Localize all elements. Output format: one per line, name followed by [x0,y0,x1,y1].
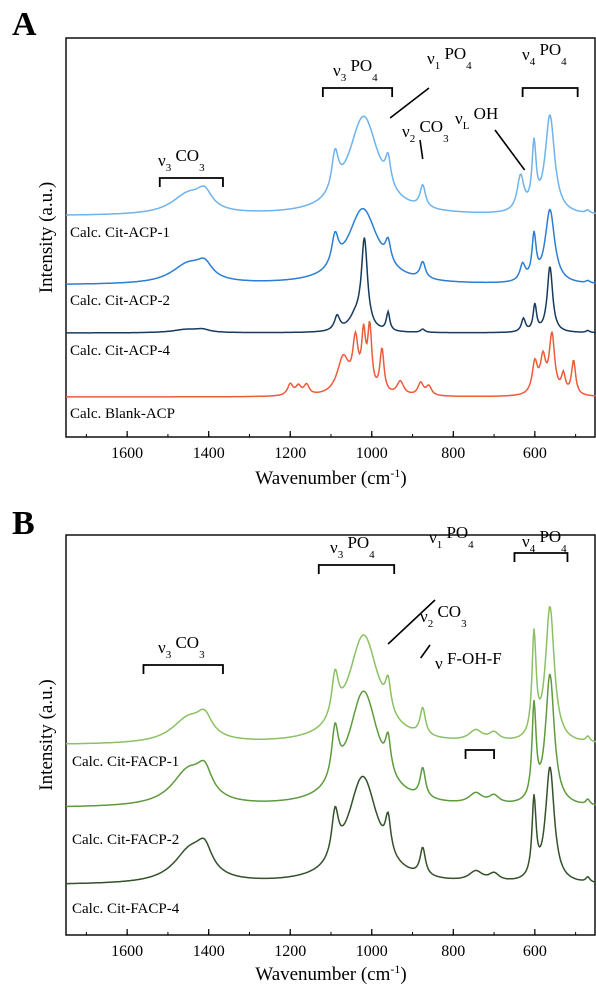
series-line-calc-cit-acp-2 [66,207,596,285]
band-annotation-a-1: ν3 PO4 [333,56,378,84]
x-tick-label-600: 600 [523,445,547,462]
leader-line-a-0 [389,87,430,119]
band-annotation-a-4: νL OH [455,104,498,132]
leader-line-a-2 [494,129,526,171]
band-bracket-b-1 [317,564,396,574]
x-tick-label-1200: 1200 [274,943,306,960]
plot-frame-b [65,534,596,936]
band-annotation-a-5: ν4 PO4 [522,40,567,68]
x-tick-label-1000: 1000 [356,445,388,462]
x-tick-label-800: 800 [441,943,465,960]
band-bracket-a-0 [158,177,224,187]
series-line-calc-cit-facp-2 [66,673,596,808]
series-line-calc-cit-acp-4 [66,237,596,334]
band-annotation-b-4: ν F-OH-F [435,649,502,673]
band-annotation-b-0: ν3 CO3 [158,633,205,661]
band-bracket-a-2 [521,87,579,97]
series-line-calc-cit-acp-1 [66,114,596,216]
series-label-calc-cit-facp-1: Calc. Cit-FACP-1 [72,754,179,770]
band-annotation-b-3: ν2 CO3 [420,602,467,630]
band-annotation-b-2: ν1 PO4 [429,523,474,551]
x-tick-label-1200: 1200 [274,445,306,462]
x-tick-label-1400: 1400 [193,943,225,960]
leader-line-a-1 [419,139,424,160]
x-tick-label-600: 600 [523,943,547,960]
x-axis-label-b: Wavenumber (cm-1) [255,962,406,985]
band-bracket-b-3 [513,552,569,562]
series-line-calc-blank-acp [66,320,596,398]
x-tick-label-1600: 1600 [111,943,143,960]
series-line-calc-cit-facp-1 [66,605,596,745]
leader-line-b-1 [420,644,431,659]
series-label-calc-cit-acp-2: Calc. Cit-ACP-2 [70,293,170,309]
chart-panel-a: 1600 1400 1200 1000 800 600 Wavenumber (cm-1) I… [36,37,596,489]
y-axis-label-b: Intensity (a.u.) [36,679,57,790]
x-tick-label-1400: 1400 [193,445,225,462]
band-annotation-b-1: ν3 PO4 [330,533,375,561]
x-axis-label-a: Wavenumber (cm-1) [255,466,406,489]
x-tick-label-800: 800 [441,445,465,462]
band-bracket-a-1 [321,87,394,97]
series-label-calc-cit-facp-2: Calc. Cit-FACP-2 [72,832,179,848]
x-tick-label-1600: 1600 [111,445,143,462]
band-annotation-b-5: ν4 PO4 [522,527,567,555]
panel-b-letter: B [12,505,35,542]
panel-a-letter: A [12,6,37,43]
band-annotation-a-2: ν1 PO4 [427,44,472,72]
band-bracket-b-2 [464,749,495,759]
band-bracket-b-0 [142,664,224,674]
series-label-calc-cit-facp-4: Calc. Cit-FACP-4 [72,901,180,917]
y-axis-label-a: Intensity (a.u.) [36,182,57,293]
series-line-calc-cit-facp-4 [66,766,596,885]
series-label-calc-cit-acp-1: Calc. Cit-ACP-1 [70,225,170,241]
band-annotation-a-0: ν3 CO3 [158,146,205,174]
x-tick-label-1000: 1000 [356,943,388,960]
series-label-calc-cit-acp-4: Calc. Cit-ACP-4 [70,343,170,359]
chart-panel-b: 1600 1400 1200 1000 800 600 Wavenumber (cm-1) I… [36,523,596,985]
band-annotation-a-3: ν2 CO3 [402,117,449,145]
series-label-calc-blank-acp: Calc. Blank-ACP [70,406,175,422]
leader-line-b-0 [387,599,436,645]
